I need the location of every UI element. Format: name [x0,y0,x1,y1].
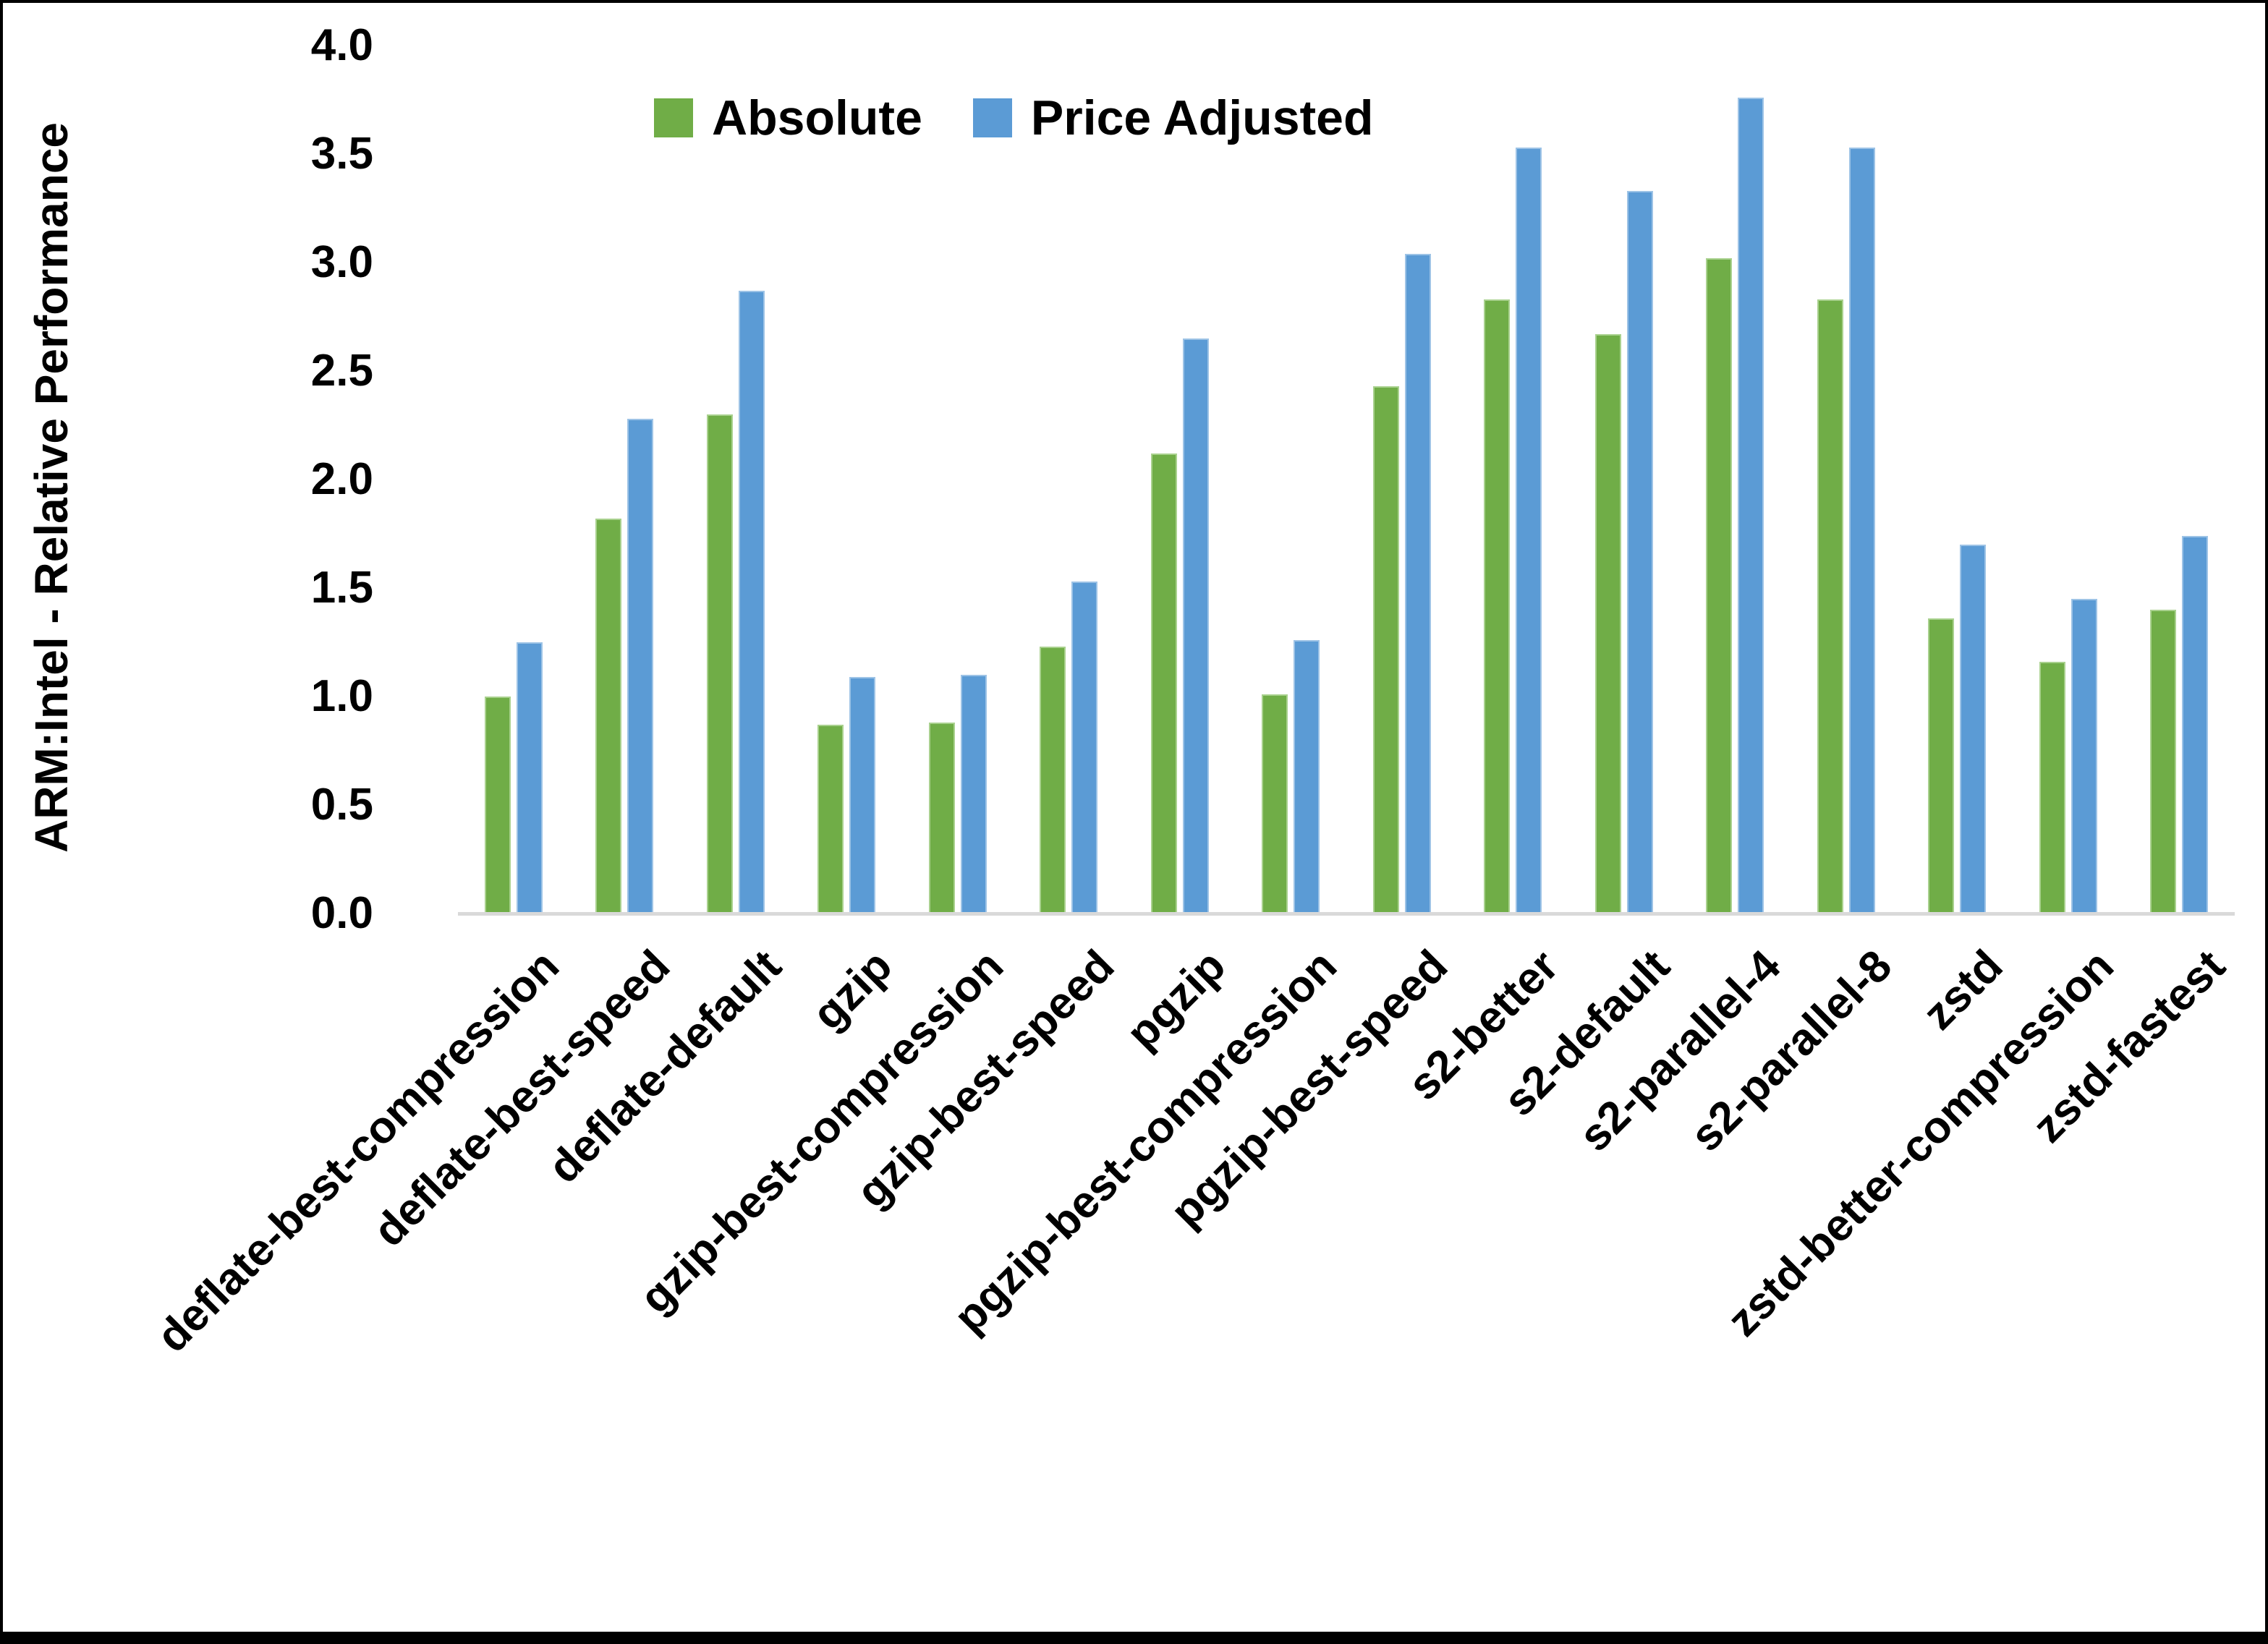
legend-label-absolute: Absolute [712,90,922,145]
bar-price-adjusted-pgzip-best-speed [1405,254,1431,913]
legend-swatch-price-adjusted [972,98,1012,137]
y-tick-label-1.0: 1.0 [310,671,373,721]
bar-price-adjusted-gzip-best-speed [1071,582,1097,913]
x-axis-label-zstd: zstd [1914,940,2013,1040]
y-tick-label-2.5: 2.5 [310,346,373,396]
bar-price-adjusted-zstd [1960,545,1986,913]
bar-absolute-gzip [817,725,844,913]
bar-price-adjusted-deflate-best-compression [517,642,543,913]
bar-price-adjusted-pgzip [1183,338,1209,913]
bar-price-adjusted-s2-better [1516,148,1542,913]
x-axis-line [458,912,2235,916]
bar-price-adjusted-s2-parallel-8 [1849,148,1875,913]
legend-item-absolute: Absolute [654,90,922,146]
bar-absolute-deflate-best-compression [485,697,511,913]
legend: Absolute Price Adjusted [654,90,1374,146]
bar-price-adjusted-gzip [849,677,875,913]
y-tick-label-3.0: 3.0 [310,237,373,287]
y-tick-label-3.5: 3.5 [310,129,373,179]
legend-swatch-absolute [654,98,693,137]
y-tick-label-2.0: 2.0 [310,454,373,504]
x-axis-label-gzip: gzip [803,940,902,1040]
bar-absolute-zstd-better-compression [2039,662,2065,913]
bar-absolute-gzip-best-compression [929,723,955,913]
bar-price-adjusted-pgzip-best-compression [1294,640,1320,913]
bar-price-adjusted-deflate-default [739,291,765,913]
x-axis-label-deflate-best-compression: deflate-best-compression [147,940,569,1363]
y-tick-label-0.5: 0.5 [310,780,373,830]
bar-absolute-deflate-default [707,414,733,913]
y-tick-label-4.0: 4.0 [310,20,373,70]
legend-item-price-adjusted: Price Adjusted [972,90,1374,146]
bar-price-adjusted-zstd-fastest [2182,536,2208,913]
bar-price-adjusted-s2-parallel-4 [1738,98,1764,913]
y-axis-title: ARM:Intel - Relative Performance [25,122,77,853]
bar-absolute-s2-parallel-4 [1706,258,1732,913]
bar-absolute-s2-default [1595,334,1621,913]
y-tick-label-0.0: 0.0 [310,888,373,938]
bar-absolute-pgzip-best-compression [1262,694,1288,913]
bar-absolute-pgzip [1151,453,1177,913]
bar-absolute-zstd-fastest [2150,610,2176,913]
bar-absolute-deflate-best-speed [595,519,621,913]
bar-absolute-s2-parallel-8 [1817,299,1843,913]
legend-label-price-adjusted: Price Adjusted [1030,90,1374,145]
bar-price-adjusted-deflate-best-speed [627,419,653,913]
bar-price-adjusted-zstd-better-compression [2071,599,2097,913]
bar-absolute-gzip-best-speed [1040,647,1066,913]
y-tick-label-1.5: 1.5 [310,563,373,613]
bar-absolute-pgzip-best-speed [1373,386,1399,913]
bar-price-adjusted-gzip-best-compression [961,675,987,913]
bar-price-adjusted-s2-default [1627,191,1653,913]
bar-absolute-s2-better [1484,299,1510,913]
bar-absolute-zstd [1928,618,1954,913]
